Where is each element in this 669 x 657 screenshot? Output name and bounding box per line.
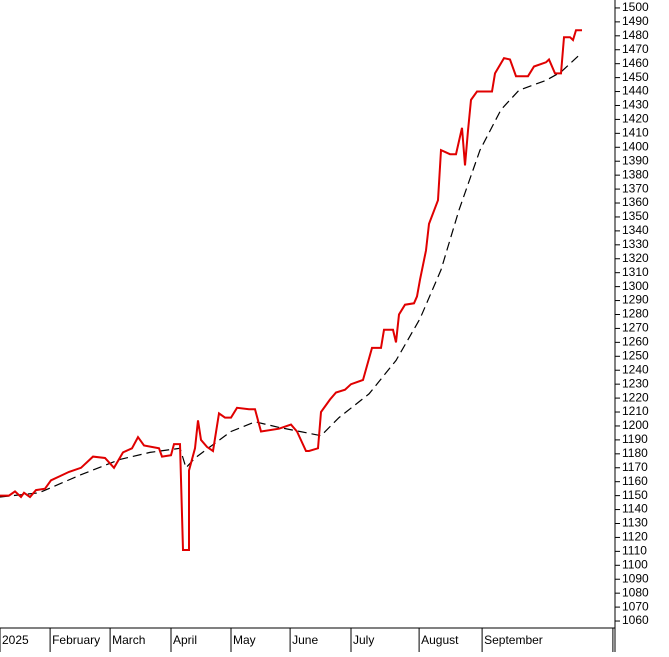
y-tick-label: 1240	[622, 362, 649, 376]
x-tick-label: March	[112, 633, 145, 647]
y-tick-label: 1340	[622, 223, 649, 237]
y-tick-label: 1440	[622, 84, 649, 98]
y-tick-label: 1070	[622, 599, 649, 613]
y-tick-label: 1250	[622, 348, 649, 362]
y-tick-label: 1140	[622, 502, 648, 516]
y-tick-label: 1180	[622, 446, 648, 460]
y-tick-label: 1370	[622, 181, 649, 195]
y-tick-label: 1300	[622, 279, 649, 293]
series-line	[0, 54, 580, 498]
y-tick-label: 1310	[622, 265, 649, 279]
x-tick-label: April	[173, 633, 197, 647]
y-tick-label: 1090	[622, 571, 649, 585]
y-tick-label: 1320	[622, 251, 649, 265]
y-tick-label: 1230	[622, 376, 649, 390]
y-tick-label: 1450	[622, 70, 649, 84]
y-tick-label: 1170	[622, 460, 648, 474]
y-tick-label: 1330	[622, 237, 649, 251]
y-tick-label: 1100	[622, 557, 648, 571]
y-tick-label: 1380	[622, 167, 649, 181]
y-tick-label: 1190	[622, 432, 648, 446]
y-tick-label: 1430	[622, 98, 649, 112]
y-tick-label: 1390	[622, 153, 649, 167]
series-line	[0, 29, 582, 551]
x-tick-label: May	[233, 633, 256, 647]
x-tick-label: July	[353, 633, 374, 647]
y-tick-label: 1130	[622, 516, 648, 530]
y-tick-label: 1350	[622, 209, 649, 223]
y-tick-label: 1290	[622, 293, 649, 307]
y-tick-label: 1120	[622, 530, 648, 544]
y-tick-label: 1270	[622, 321, 649, 335]
y-tick-label: 1470	[622, 42, 649, 56]
y-tick-label: 1220	[622, 390, 649, 404]
y-tick-label: 1260	[622, 335, 649, 349]
y-tick-label: 1360	[622, 195, 649, 209]
y-tick-label: 1210	[622, 404, 649, 418]
y-tick-label: 1150	[622, 488, 648, 502]
x-tick-label: June	[292, 633, 318, 647]
y-tick-label: 1420	[622, 112, 649, 126]
y-tick-label: 1200	[622, 418, 649, 432]
x-tick-label: September	[484, 633, 543, 647]
y-tick-label: 1490	[622, 14, 649, 28]
y-tick-label: 1460	[622, 56, 649, 70]
y-tick-label: 1280	[622, 307, 649, 321]
x-tick-label: 2025	[2, 633, 29, 647]
y-tick-label: 1480	[622, 28, 649, 42]
y-tick-label: 1410	[622, 126, 649, 140]
y-tick-label: 1060	[622, 613, 649, 627]
y-tick-label: 1160	[622, 474, 648, 488]
x-tick-label: February	[52, 633, 100, 647]
x-tick-label: August	[421, 633, 459, 647]
y-tick-label: 1110	[622, 544, 647, 558]
y-tick-label: 1500	[622, 0, 649, 14]
y-tick-label: 1080	[622, 585, 649, 599]
y-tick-label: 1400	[622, 139, 649, 153]
